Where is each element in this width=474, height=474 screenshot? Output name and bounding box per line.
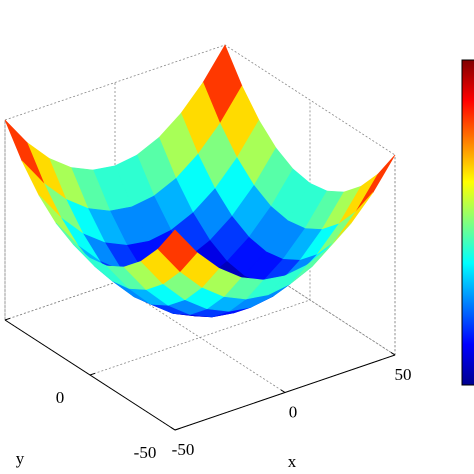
grid-line xyxy=(89,100,311,376)
x-tick-mark xyxy=(390,351,396,356)
colorbar xyxy=(461,59,474,386)
y-tick-mark xyxy=(4,317,11,321)
surface xyxy=(4,44,396,318)
x-tick-mark xyxy=(280,389,286,393)
y-tick-label: 0 xyxy=(56,388,65,407)
y-tick-mark xyxy=(89,372,96,376)
axis-line xyxy=(4,319,176,431)
x-tick-label: 50 xyxy=(395,365,412,384)
x-tick-label: -50 xyxy=(172,440,195,459)
y-tick-label: -50 xyxy=(134,443,157,462)
x-tick-label: 0 xyxy=(289,402,298,421)
surface-patch xyxy=(355,154,396,212)
surface-patch xyxy=(157,229,198,272)
y-axis-label: y xyxy=(16,449,25,468)
x-axis-label: x xyxy=(288,452,297,471)
axis-line xyxy=(174,354,396,431)
